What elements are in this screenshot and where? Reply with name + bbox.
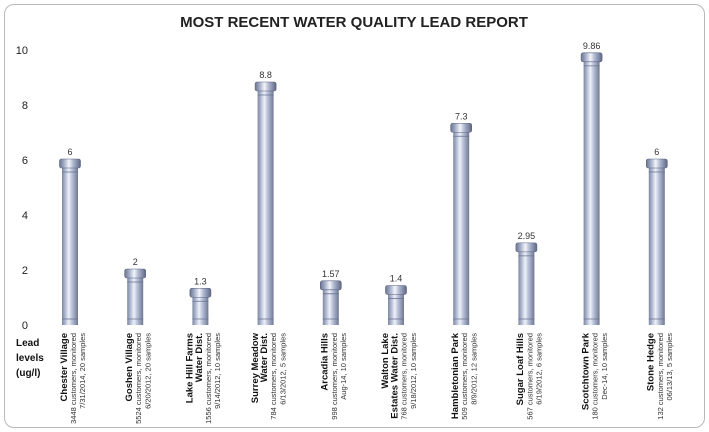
y-axis-label: Lead levels (ug/l) [16, 338, 44, 379]
y-tick-label: 0 [22, 320, 28, 332]
y-axis-label-line: Lead [16, 338, 39, 349]
y-axis: 0 2 4 6 8 10 [16, 45, 28, 332]
category-detail: 06/13/13, 5 samples [665, 333, 674, 401]
category-label-group: Scotchtown Park 180 customers, monitored D… [580, 332, 608, 419]
bar-cap [254, 81, 277, 92]
category-label: Sugar Loaf Hills [515, 333, 526, 405]
category-detail: 6/13/2012, 5 samples [278, 333, 287, 405]
category-detail: 132 customers, monitored [656, 333, 665, 420]
bar [322, 281, 339, 325]
bar [518, 243, 535, 325]
bar [62, 160, 78, 325]
data-label: 6 [67, 147, 72, 157]
bar [127, 270, 144, 325]
bar-group: 7.3 [450, 111, 473, 325]
bar [583, 53, 600, 325]
data-label: 1.4 [390, 274, 403, 284]
bar-group: 1.3 [189, 276, 212, 325]
bar-group: 1.57 [319, 269, 342, 325]
category-detail: 768 customers, monitored [400, 333, 409, 420]
bar [453, 124, 470, 325]
data-label: 8.8 [259, 70, 272, 80]
category-label-group: Hambletonian Park 509 customers, monitore… [450, 332, 478, 419]
category-detail: Dec-14, 10 samples [600, 333, 609, 400]
bar-cap [385, 285, 407, 295]
category-label-group: Goshen Village 5524 customers, monitored 6… [124, 333, 152, 424]
data-label: 2 [133, 257, 138, 267]
category-label: Walton Lake [380, 333, 391, 389]
category-label: Water Dist. [194, 333, 205, 382]
data-label: 1.57 [322, 269, 340, 279]
bar-group: 9.86 [580, 41, 603, 325]
category-detail: 180 customers, monitored [591, 333, 600, 420]
bar-cap [319, 280, 342, 291]
data-label: 1.3 [194, 276, 207, 286]
category-detail: 3448 customers, monitored [69, 333, 78, 424]
bar-cap [645, 158, 668, 169]
category-detail: 5524 customers, monitored [134, 333, 143, 424]
bar-cap [124, 268, 146, 279]
category-label-group: Chester Village 3448 customers, monitored… [59, 333, 87, 424]
category-detail: 8/9/2012, 12 samples [469, 333, 478, 405]
category-label: Water Dist. [259, 333, 270, 382]
bar [192, 289, 209, 325]
bar-cap [59, 158, 81, 169]
bar-cap [189, 287, 212, 298]
bar-group: 8.8 [254, 70, 277, 325]
y-tick-label: 6 [22, 155, 28, 167]
bar-cap [450, 122, 473, 133]
category-label-group: Stone Hedge 132 customers, monitored 06/13… [646, 333, 674, 420]
category-label-group: Arcadia Hills 998 customers, monitored Aug… [320, 333, 348, 420]
category-label: Goshen Village [124, 333, 135, 401]
category-label: Stone Hedge [646, 333, 657, 391]
category-label: Hambletonian Park [450, 332, 461, 419]
category-detail: 9/14/2012, 10 samples [213, 333, 222, 409]
category-label: Arcadia Hills [320, 333, 331, 391]
y-axis-label-line: levels [16, 353, 44, 364]
bars: 6 2 1.3 8.8 1.57 1.4 7.3 2.95 9.86 6 [59, 41, 668, 325]
category-detail: 6/19/2012, 6 samples [535, 333, 544, 405]
category-label: Lake Hill Farms [185, 333, 196, 403]
bar-group: 2.95 [515, 231, 538, 325]
bar-cap [580, 52, 603, 63]
bar-group: 2 [124, 257, 146, 325]
bar-cap [515, 242, 538, 253]
bar-group: 6 [645, 147, 668, 325]
y-axis-label-line: (ug/l) [16, 368, 40, 379]
category-detail: 7/31/2014, 20 samples [78, 333, 87, 409]
y-tick-label: 4 [22, 210, 28, 222]
category-label: Scotchtown Park [580, 332, 591, 410]
category-label: Estates Water Dist. [389, 333, 400, 419]
category-labels: Chester Village 3448 customers, monitored… [59, 332, 674, 424]
bar-group: 6 [59, 147, 81, 325]
category-label-group: Sugar Loaf Hills 567 customers, monitored… [515, 333, 543, 420]
bar-group: 1.4 [385, 274, 407, 325]
bar [388, 286, 404, 325]
bar [648, 160, 665, 325]
data-label: 6 [654, 147, 659, 157]
bar [257, 83, 274, 325]
y-tick-label: 8 [22, 100, 28, 112]
category-label: Surrey Meadow [250, 332, 261, 403]
category-detail: 509 customers, monitored [460, 333, 469, 420]
y-tick-label: 2 [22, 265, 28, 277]
data-label: 2.95 [518, 231, 536, 241]
category-detail: Aug-14, 10 samples [339, 333, 348, 400]
category-detail: 784 customers, monitored [269, 333, 278, 420]
category-detail: 998 customers, monitored [330, 333, 339, 420]
chart-title: MOST RECENT WATER QUALITY LEAD REPORT [180, 14, 528, 31]
category-label: Chester Village [59, 333, 70, 401]
category-detail: 9/18/2012, 10 samples [409, 333, 418, 409]
y-tick-label: 10 [16, 45, 28, 57]
data-label: 7.3 [455, 111, 468, 121]
data-label: 9.86 [583, 41, 601, 51]
category-detail: 6/20/2012, 20 samples [143, 333, 152, 409]
category-detail: 1556 customers, monitored [204, 333, 213, 424]
category-detail: 567 customers, monitored [525, 333, 534, 420]
